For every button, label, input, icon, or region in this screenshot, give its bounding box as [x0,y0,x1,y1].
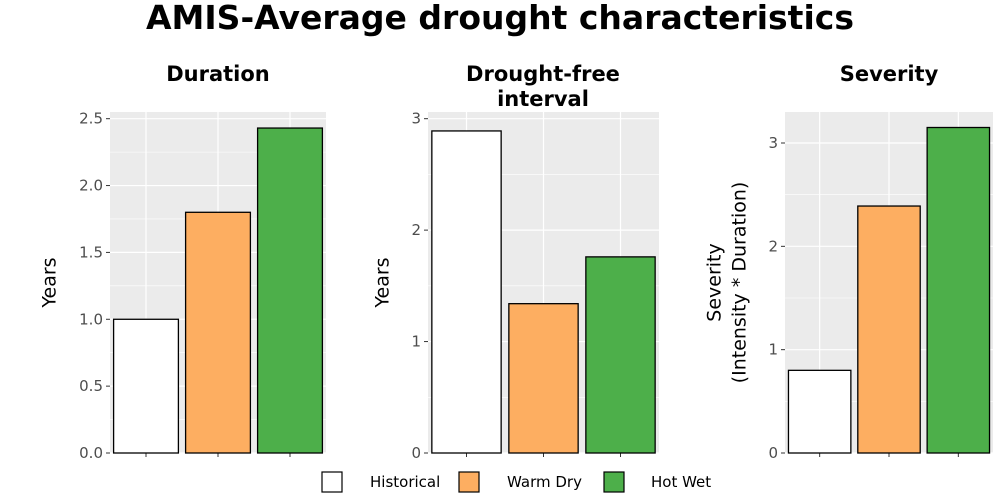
y-tick-label: 0.5 [79,377,103,395]
y-tick-label: 2 [411,221,421,239]
y-axis-label: Years [39,257,61,308]
legend-label: Hot Wet [651,473,711,491]
y-axis-label: Years [372,257,394,308]
legend-item-historical: Historical [321,471,440,493]
y-tick-label: 2.5 [79,110,103,128]
y-tick-label: 1 [411,333,421,351]
bar-hot-wet [256,127,324,454]
bar-warm-dry [857,205,921,454]
panel-1: 0.0 0.5 1.0 1.5 2.0 2.5 Duration Years [39,62,326,462]
y-tick-label: 1.5 [79,243,103,261]
legend-label: Warm Dry [507,473,582,491]
panel-title: Severity [840,62,939,86]
y-axis-label: (Intensity * Duration) [729,182,751,384]
y-tick-label: 0.0 [79,444,103,462]
main-title: AMIS-Average drought characteristics [146,0,854,37]
legend-label: Historical [370,473,440,491]
bar-historical [112,318,180,454]
y-tick-label: 3 [768,134,778,152]
y-tick-label: 3 [411,110,421,128]
bar-hot-wet [585,256,656,454]
y-tick-label: 2 [768,237,778,255]
y-tick-label: 1 [768,341,778,359]
legend-item-warm-dry: Warm Dry [458,471,582,493]
legend: Historical Warm Dry Hot Wet [321,471,711,493]
bar-hot-wet [926,126,991,454]
legend-item-hot-wet: Hot Wet [603,471,711,493]
y-axis-label: Severity [704,243,726,321]
legend-key-historical [321,471,343,493]
y-tick-label: 1.0 [79,310,103,328]
panel-title: interval [497,87,589,111]
legend-key-warm-dry [458,471,480,493]
bar-warm-dry [508,303,579,454]
panels: 0.0 0.5 1.0 1.5 2.0 2.5 Duration Years 0 1 2 3 Droug… [39,62,993,462]
bar-historical [787,369,852,454]
legend-key-hot-wet [603,471,625,493]
bar-historical [431,130,502,454]
y-tick-label: 0 [411,444,421,462]
panel-title: Drought-free [466,62,620,86]
panel-title: Duration [166,62,270,86]
bar-warm-dry [184,211,252,454]
y-tick-label: 0 [768,444,778,462]
y-tick-label: 2.0 [79,177,103,195]
